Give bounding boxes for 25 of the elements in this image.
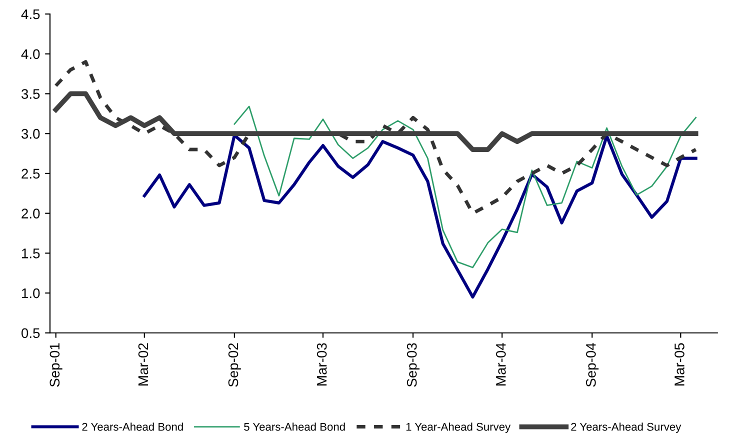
x-tick-label: Mar-02 [138,343,148,386]
legend-label: 2 Years-Ahead Bond [82,422,183,431]
legend-label: 1 Year-Ahead Survey [406,422,511,433]
line-series [142,134,698,299]
y-tick-label: 2.0 [22,208,40,218]
x-tick-label: Mar-03 [316,343,327,386]
line-series [54,60,698,216]
y-tick-label: 2.5 [22,168,40,179]
line-series [234,106,697,268]
x-tick-label: Sep-01 [50,343,62,387]
x-tick-label: Sep-03 [406,343,420,387]
x-tick-label: Mar-04 [496,343,506,386]
y-tick-label: 1.0 [22,288,40,298]
x-tick-label: Sep-04 [586,343,599,387]
x-tick-label: Mar-05 [674,343,684,386]
y-tick-label: 3.5 [21,89,40,99]
y-tick-label: 3.0 [21,128,40,139]
legend-label: 2 Years-Ahead Survey [571,422,682,433]
y-tick-label: 4.5 [21,9,40,20]
legend-label: 5 Years-Ahead Bond [244,422,345,431]
y-tick-label: 4.0 [21,49,40,60]
y-tick-label: 1.5 [22,248,40,258]
line-series [53,91,698,152]
x-tick-label: Sep-02 [228,343,241,387]
y-tick-label: 0.5 [21,328,40,338]
